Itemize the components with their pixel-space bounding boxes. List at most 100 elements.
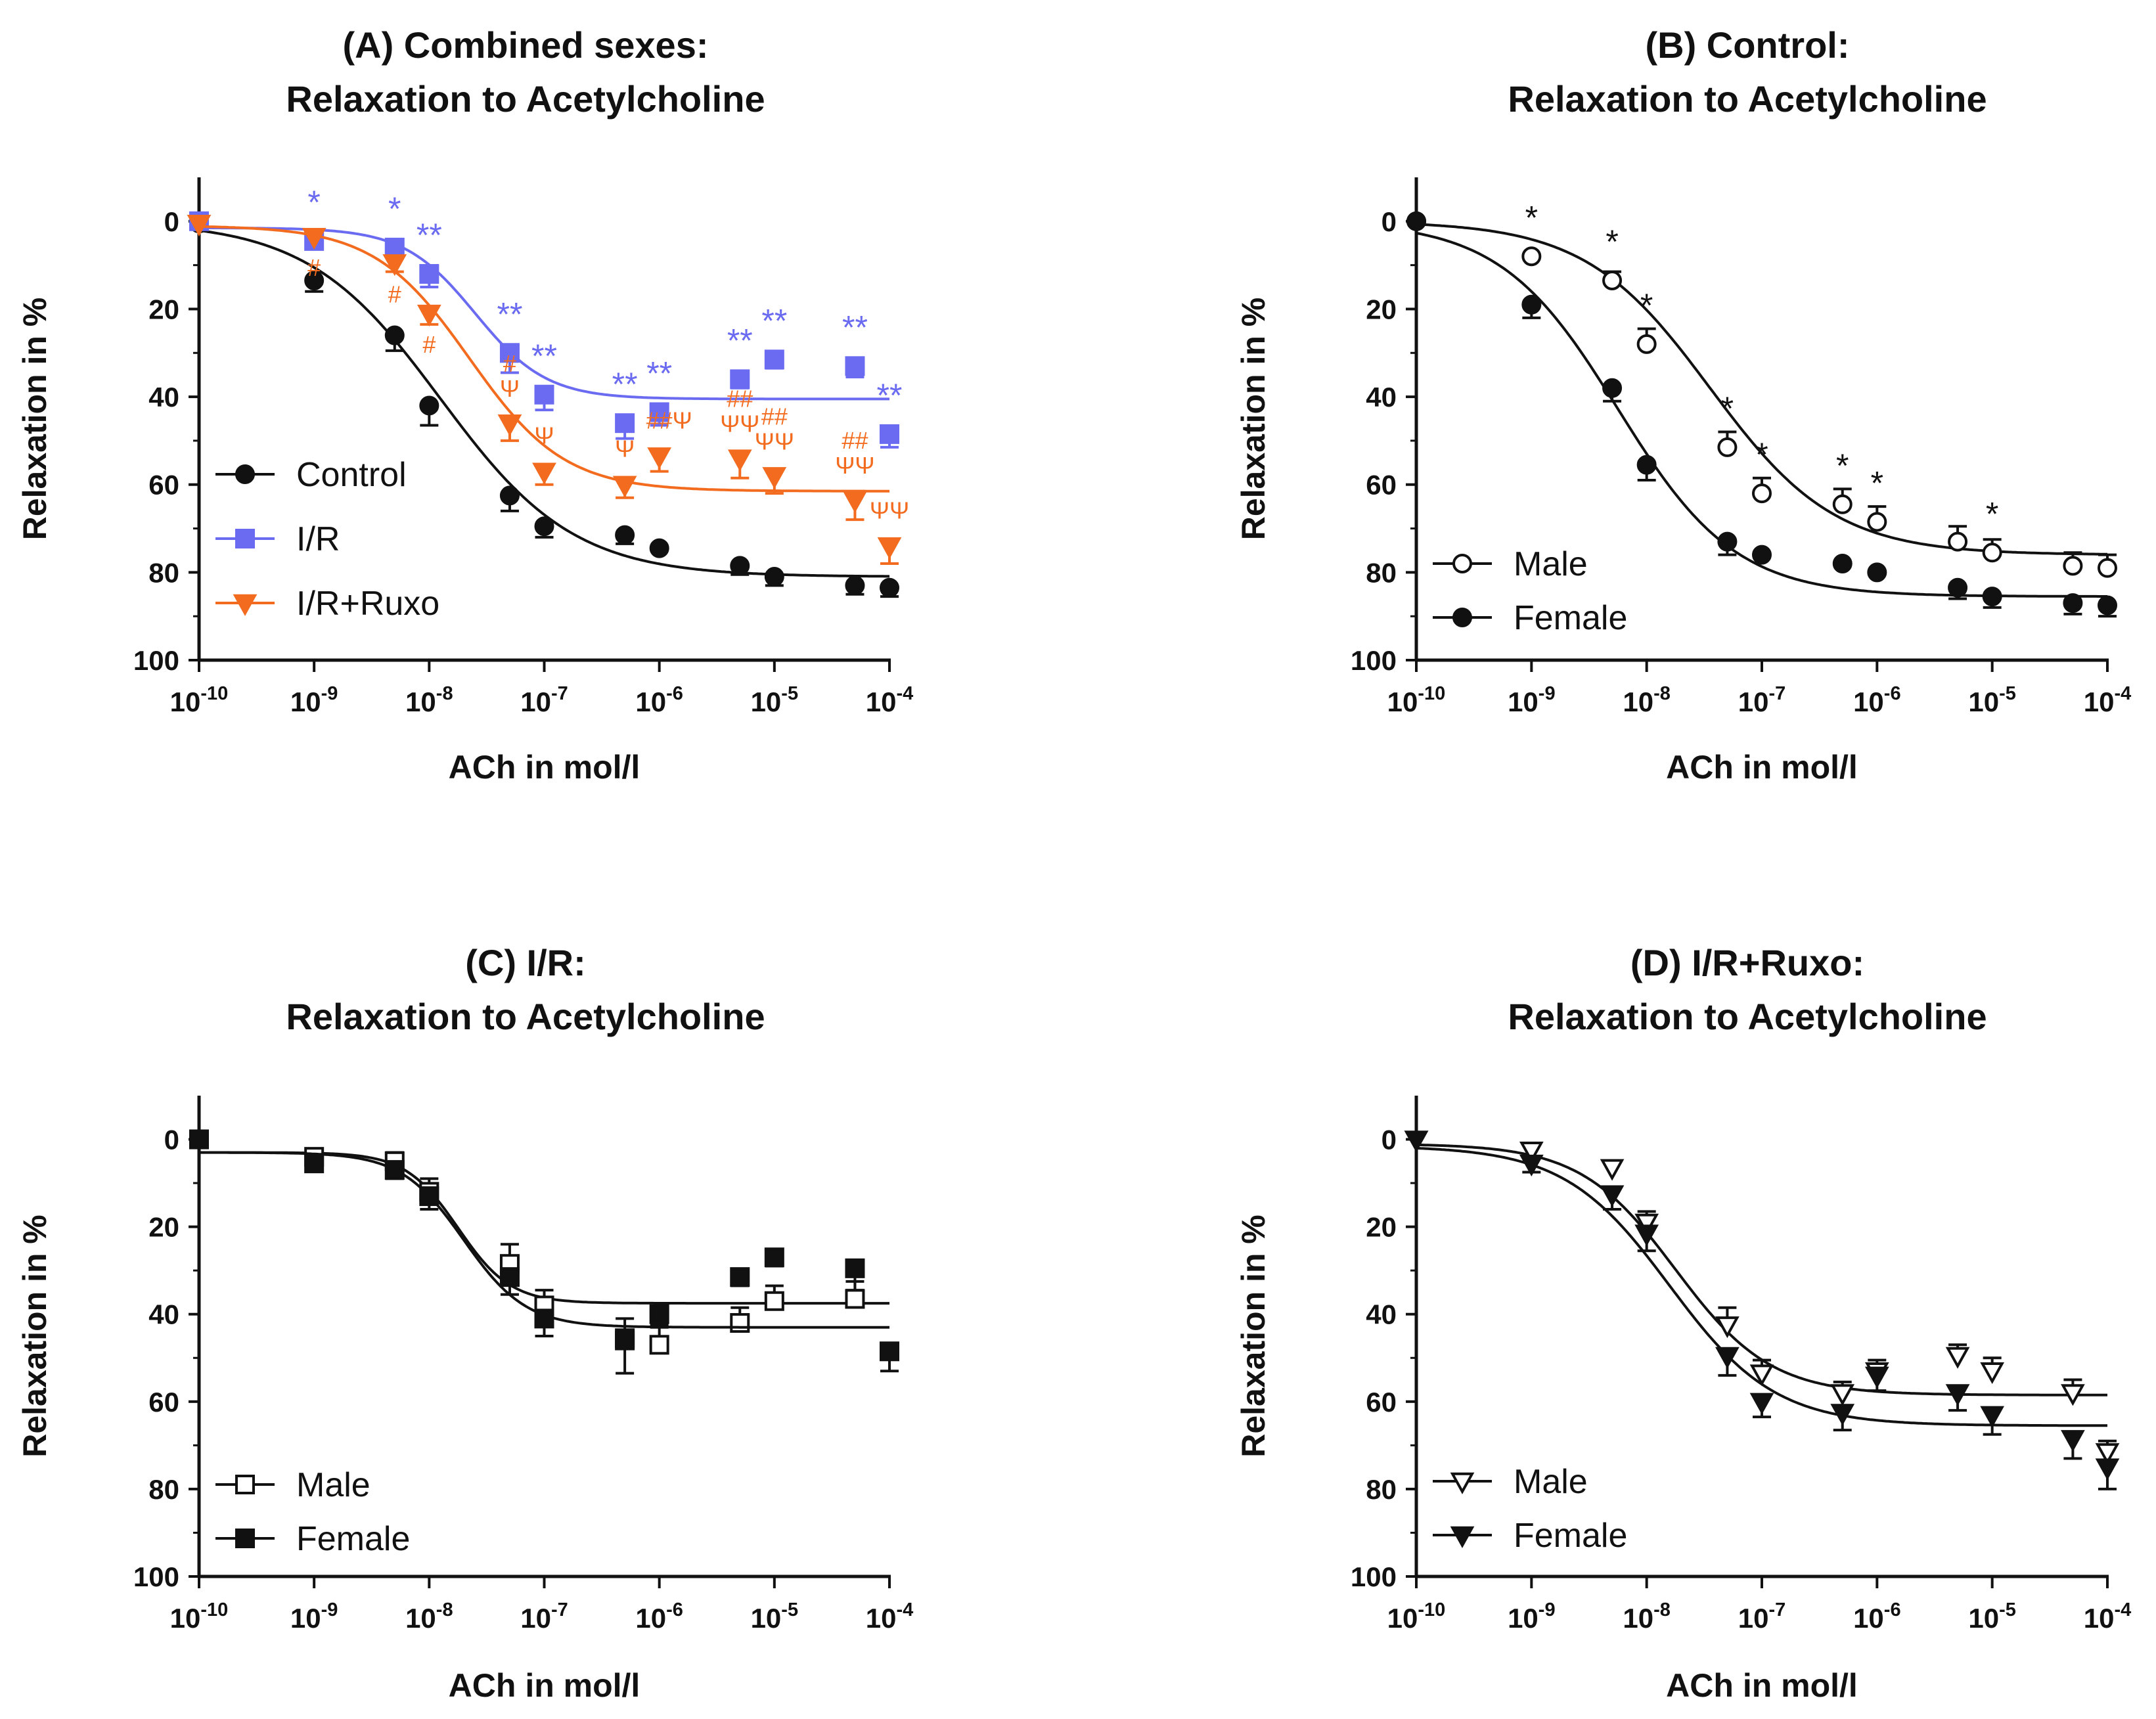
x-tick-label: 10-5 xyxy=(1968,683,2016,717)
legend-item: I/R xyxy=(215,520,340,558)
data-point xyxy=(1715,1316,1740,1339)
x-tick-label: 10-4 xyxy=(2084,1599,2132,1634)
data-point xyxy=(1945,1384,1970,1406)
data-point xyxy=(2061,1430,2085,1452)
fit-curve xyxy=(1416,1147,2107,1427)
significance-marker: ** xyxy=(497,296,522,332)
data-point xyxy=(1867,512,1887,532)
x-tick-label: 10-7 xyxy=(1738,1599,1786,1634)
x-tick-label: 10-9 xyxy=(290,683,338,717)
chart-title-line-2: Relaxation to Acetylcholine xyxy=(1508,78,1987,120)
data-point xyxy=(730,369,750,390)
x-tick-label: 10-9 xyxy=(1508,1599,1556,1634)
fit-curve xyxy=(1416,231,2107,598)
data-point xyxy=(1832,494,1853,514)
chart-title-line-1: (C) I/R: xyxy=(465,942,586,983)
data-point xyxy=(2095,1443,2120,1465)
legend-item: Female xyxy=(1433,1517,1627,1555)
data-point xyxy=(730,556,750,576)
significance-marker: ## xyxy=(727,386,753,413)
data-point xyxy=(845,1289,865,1309)
x-tick-label: 10-5 xyxy=(751,1599,799,1634)
y-axis-label: Relaxation in % xyxy=(16,1215,53,1458)
chart-title-line-2: Relaxation to Acetylcholine xyxy=(286,996,765,1037)
x-tick-label: 10-10 xyxy=(1387,683,1446,717)
data-point xyxy=(419,1186,439,1207)
data-point xyxy=(764,349,784,370)
data-point xyxy=(497,414,522,436)
data-point xyxy=(1982,543,2002,563)
legend-label: Female xyxy=(1514,1517,1627,1555)
x-tick-label: 10-8 xyxy=(405,683,453,717)
y-tick-label: 80 xyxy=(148,1474,179,1505)
data-point xyxy=(499,343,520,363)
data-point xyxy=(1521,294,1542,315)
x-tick-label: 10-7 xyxy=(520,1599,568,1634)
significance-marker: ## xyxy=(646,407,673,434)
legend-marker xyxy=(235,464,255,484)
x-tick-label: 10-6 xyxy=(1853,1599,1901,1634)
data-point xyxy=(649,538,669,558)
significance-marker: * xyxy=(1836,447,1849,484)
y-tick-label: 0 xyxy=(164,1125,179,1155)
y-axis-label: Relaxation in % xyxy=(16,298,53,541)
legend-marker xyxy=(235,529,255,548)
data-point xyxy=(384,1160,405,1180)
x-tick-label: 10-6 xyxy=(635,1599,683,1634)
data-point xyxy=(615,525,635,545)
chart-title-line-1: (B) Control: xyxy=(1645,24,1849,66)
data-point xyxy=(1948,531,1968,552)
data-point xyxy=(187,214,212,236)
data-point xyxy=(843,491,867,513)
data-point xyxy=(384,237,405,257)
x-tick-label: 10-4 xyxy=(866,683,914,717)
significance-marker: * xyxy=(1640,287,1653,324)
y-tick-label: 60 xyxy=(1366,1387,1397,1418)
legend-label: Male xyxy=(1514,545,1588,583)
significance-marker: ** xyxy=(761,302,787,339)
chart-title-line-2: Relaxation to Acetylcholine xyxy=(1508,996,1987,1037)
x-tick-label: 10-9 xyxy=(290,1599,338,1634)
x-tick-label: 10-6 xyxy=(635,683,683,717)
data-point xyxy=(1600,1159,1625,1181)
y-tick-label: 80 xyxy=(148,557,179,588)
significance-marker: * xyxy=(1986,495,1998,532)
legend-label: Male xyxy=(296,1466,371,1504)
y-tick-label: 20 xyxy=(1366,294,1397,324)
data-point xyxy=(649,1335,669,1355)
legend-label: I/R+Ruxo xyxy=(296,585,439,623)
significance-marker: * xyxy=(1721,390,1734,427)
legend-item: Male xyxy=(215,1466,371,1504)
legend-item: I/R+Ruxo xyxy=(215,585,439,623)
y-tick-label: 60 xyxy=(148,470,179,501)
significance-marker: * xyxy=(1606,223,1618,260)
data-point xyxy=(877,537,902,560)
legend-item: Female xyxy=(215,1520,410,1558)
data-point xyxy=(1830,1384,1855,1406)
legend-label: Male xyxy=(1514,1463,1588,1501)
data-point xyxy=(1634,1213,1659,1236)
data-point xyxy=(1752,483,1772,504)
legend-marker xyxy=(1452,554,1472,573)
y-axis-label: Relaxation in % xyxy=(1235,1215,1272,1458)
data-point xyxy=(2098,595,2117,615)
x-tick-label: 10-10 xyxy=(170,1599,229,1634)
data-point xyxy=(1404,1130,1429,1153)
data-point xyxy=(880,1341,899,1362)
fit-curve xyxy=(199,1151,889,1305)
x-tick-label: 10-4 xyxy=(2084,683,2132,717)
y-tick-label: 20 xyxy=(1366,1212,1397,1243)
significance-marker: ## xyxy=(842,427,868,454)
data-point xyxy=(1749,1364,1774,1387)
data-point xyxy=(1980,1406,2005,1428)
y-tick-label: 80 xyxy=(1366,557,1397,588)
data-point xyxy=(1980,1362,2005,1385)
data-point xyxy=(382,254,407,277)
chart-title-line-2: Relaxation to Acetylcholine xyxy=(286,78,765,120)
x-tick-label: 10-7 xyxy=(520,683,568,717)
legend-label: Female xyxy=(296,1520,410,1558)
y-tick-label: 0 xyxy=(1381,1125,1397,1155)
data-point xyxy=(534,384,554,405)
significance-marker: * xyxy=(388,190,401,227)
significance-marker: Ψ xyxy=(615,435,635,462)
